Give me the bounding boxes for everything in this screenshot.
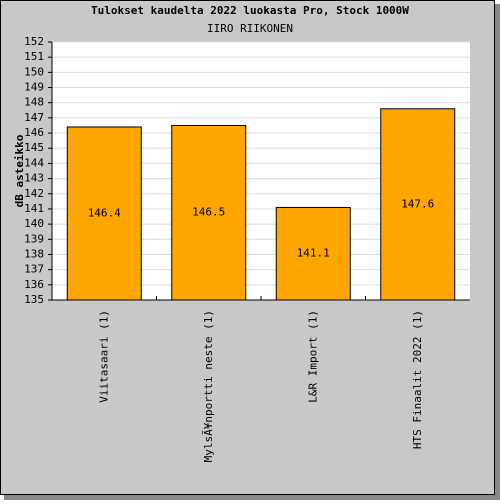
y-tick-label: 138 <box>24 247 44 260</box>
y-tick-label: 137 <box>24 263 44 276</box>
bar <box>380 108 456 301</box>
y-tick-label: 135 <box>24 293 44 306</box>
y-tick-label: 148 <box>24 96 44 109</box>
bar <box>171 124 247 301</box>
y-tick-label: 143 <box>24 172 44 185</box>
x-tick-label: HTS Finaalit 2022 (1) <box>411 310 424 449</box>
x-tick-label: MylsÃ¥nportti neste (1) <box>202 310 215 462</box>
value-label: 146.5 <box>192 206 225 219</box>
x-tick-label: L&R Import (1) <box>306 310 319 403</box>
x-tick-label: Viitasaari (1) <box>97 310 110 403</box>
y-tick-label: 144 <box>24 156 44 169</box>
y-axis-label: dB asteikko <box>13 134 26 207</box>
bar <box>66 126 142 301</box>
chart-title: Tulokset kaudelta 2022 luokasta Pro, Sto… <box>91 4 409 17</box>
value-label: 146.4 <box>88 206 121 219</box>
y-tick-label: 151 <box>24 50 44 63</box>
y-tick-label: 139 <box>24 232 44 245</box>
y-tick-label: 147 <box>24 111 44 124</box>
y-tick-label: 146 <box>24 126 44 139</box>
y-tick-label: 136 <box>24 278 44 291</box>
y-tick-label: 150 <box>24 65 44 78</box>
y-tick-label: 145 <box>24 141 44 154</box>
y-tick-label: 141 <box>24 202 44 215</box>
y-tick-label: 140 <box>24 217 44 230</box>
bar <box>275 206 351 301</box>
y-tick-label: 149 <box>24 81 44 94</box>
value-label: 147.6 <box>401 197 434 210</box>
chart-subtitle: IIRO RIIKONEN <box>207 22 293 35</box>
value-label: 141.1 <box>297 247 330 260</box>
y-tick-label: 142 <box>24 187 44 200</box>
y-tick-label: 152 <box>24 35 44 48</box>
